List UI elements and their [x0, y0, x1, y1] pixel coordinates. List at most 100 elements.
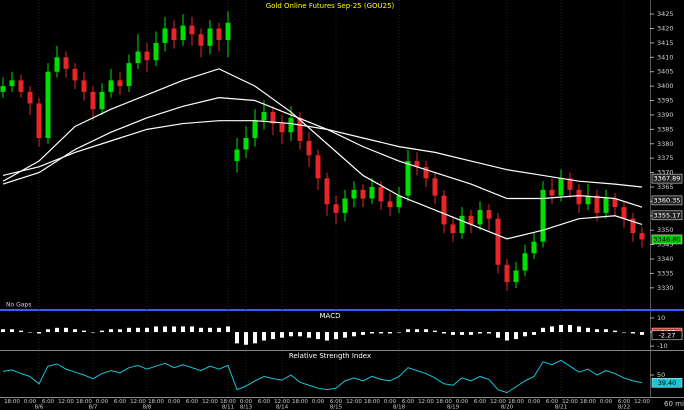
- candle-body: [216, 28, 222, 41]
- y-tick-label: 3415: [657, 39, 674, 47]
- histogram-bar: [352, 332, 356, 337]
- panel-title: MACD: [320, 312, 341, 320]
- candle-body: [378, 186, 384, 202]
- x-date-label: 8/20: [501, 405, 514, 410]
- candle-body: [81, 80, 87, 92]
- histogram-bar: [325, 332, 329, 341]
- candle-body: [252, 120, 258, 138]
- x-tick-label: 0:00: [600, 399, 613, 405]
- histogram-bar: [343, 332, 347, 338]
- histogram-bar: [280, 332, 284, 338]
- x-tick-label: 0:00: [96, 399, 109, 405]
- x-tick-label: 0:00: [240, 399, 253, 405]
- x-tick-label: 18:00: [220, 399, 236, 405]
- x-date-label: 8/13: [240, 405, 253, 410]
- histogram-bar: [55, 327, 59, 333]
- y-tick-label: 3420: [657, 24, 674, 32]
- x-tick-label: 0:00: [168, 399, 181, 405]
- histogram-bar: [397, 332, 401, 333]
- candle-body: [513, 270, 519, 283]
- x-tick-label: 6:00: [330, 399, 343, 405]
- candle-body: [441, 195, 447, 225]
- candle-body: [288, 117, 294, 133]
- value-tag-label: 3346.80: [654, 235, 681, 243]
- histogram-bar: [136, 327, 140, 333]
- x-date-label: 8/6: [35, 405, 44, 410]
- x-tick-label: 18:00: [292, 399, 308, 405]
- candle-body: [171, 28, 177, 41]
- histogram-bar: [424, 329, 428, 333]
- value-tag: [651, 195, 683, 206]
- x-tick-label: 18:00: [148, 399, 164, 405]
- candle-body: [234, 149, 240, 162]
- moving-average: [2, 120, 643, 188]
- x-tick-label: 18:00: [364, 399, 380, 405]
- x-date-label: 8/22: [618, 405, 630, 410]
- candle-body: [279, 123, 285, 133]
- candle-body: [90, 91, 96, 110]
- histogram-bar: [271, 332, 275, 340]
- histogram-bar: [379, 332, 383, 334]
- x-tick-label: 0:00: [528, 399, 541, 405]
- histogram-bar: [613, 330, 617, 333]
- histogram-bar: [172, 326, 176, 333]
- candle-body: [207, 28, 213, 46]
- candle-body: [225, 22, 231, 41]
- histogram-bar: [190, 326, 194, 333]
- candle-body: [63, 57, 69, 69]
- chart-title: Gold Online Futures Sep-25 (GOU25): [266, 2, 395, 10]
- x-tick-label: 12:00: [346, 399, 362, 405]
- x-tick-label: 6:00: [402, 399, 415, 405]
- candle-body: [360, 189, 366, 199]
- moving-average: [2, 68, 643, 240]
- indicator-line: [2, 359, 643, 394]
- histogram-bar: [568, 325, 572, 333]
- candle-body: [297, 117, 303, 141]
- candle-body: [576, 189, 582, 205]
- candle-body: [27, 91, 33, 104]
- x-tick-label: 12:00: [634, 399, 650, 405]
- histogram-bar: [145, 327, 149, 333]
- x-tick-label: 18:00: [4, 399, 20, 405]
- histogram-bar: [640, 332, 644, 335]
- y-tick-label: 3350: [657, 226, 674, 234]
- value-tag: [651, 210, 683, 221]
- candle-body: [468, 215, 474, 225]
- histogram-bar: [541, 327, 545, 333]
- candle-body: [198, 34, 204, 46]
- histogram-bar: [442, 332, 446, 334]
- histogram-bar: [91, 332, 95, 333]
- x-tick-label: 18:00: [76, 399, 92, 405]
- candle-body: [540, 189, 546, 242]
- histogram-bar: [73, 329, 77, 333]
- y-tick-label: 10: [657, 314, 665, 322]
- histogram-bar: [316, 332, 320, 340]
- x-tick-label: 12:00: [58, 399, 74, 405]
- candle-body: [459, 215, 465, 234]
- histogram-bar: [505, 332, 509, 341]
- candle-body: [396, 195, 402, 208]
- value-tag: [651, 234, 683, 245]
- histogram-bar: [163, 326, 167, 333]
- histogram-bar: [82, 330, 86, 333]
- y-tick-label: 3395: [657, 97, 674, 105]
- candle-body: [585, 195, 591, 205]
- x-date-label: 8/18: [393, 405, 406, 410]
- x-date-label: 8/8: [143, 405, 152, 410]
- candle-body: [522, 253, 528, 271]
- histogram-bar: [370, 332, 374, 334]
- x-tick-label: 12:00: [490, 399, 506, 405]
- x-tick-label: 0:00: [24, 399, 37, 405]
- y-tick-label: -10: [657, 342, 668, 350]
- candle-body: [36, 103, 42, 138]
- x-tick-label: 12:00: [562, 399, 578, 405]
- candle-body: [639, 233, 645, 240]
- histogram-bar: [244, 332, 248, 345]
- histogram-bar: [361, 332, 365, 335]
- x-tick-label: 0:00: [312, 399, 325, 405]
- histogram-bar: [118, 329, 122, 333]
- histogram-bar: [10, 329, 14, 333]
- histogram-bar: [307, 332, 311, 338]
- x-tick-label: 6:00: [474, 399, 487, 405]
- candle-body: [135, 51, 141, 64]
